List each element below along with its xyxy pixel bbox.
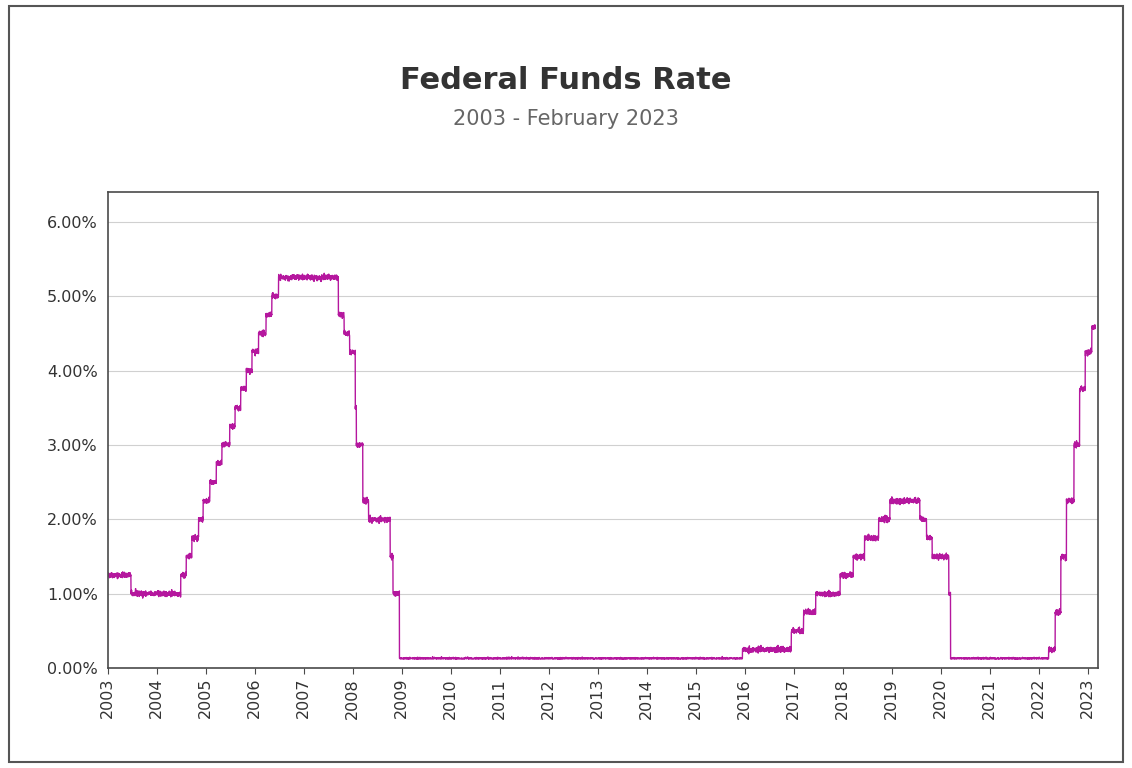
Text: Federal Funds Rate: Federal Funds Rate [401,66,731,95]
Text: 2003 - February 2023: 2003 - February 2023 [453,109,679,129]
